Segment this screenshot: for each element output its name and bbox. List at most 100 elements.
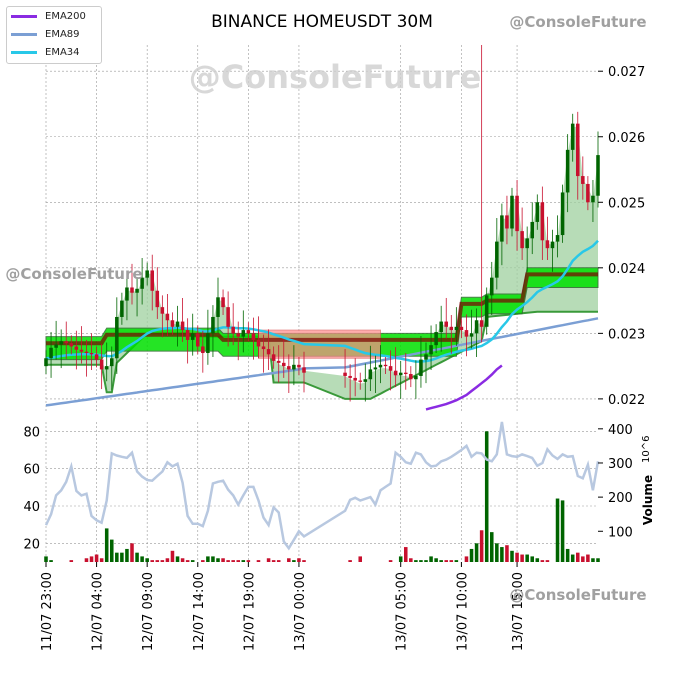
volume-axis: 20 40 60 80 100 200 300 400 (23, 423, 632, 553)
chart-title: BINANCE HOMEUSDT 30M (211, 12, 433, 32)
volume-bar (535, 558, 540, 562)
candle-body (195, 333, 200, 347)
volume-bar (398, 556, 403, 562)
volume-bar (69, 560, 74, 562)
candle-body (241, 330, 246, 337)
candle-body (155, 290, 160, 308)
volume-bar (454, 560, 459, 562)
candle-body (474, 320, 479, 334)
volume-bar (302, 560, 306, 562)
candle-body (287, 366, 291, 370)
volume-bar (434, 558, 438, 562)
candle-body (535, 202, 540, 222)
candle-body (59, 341, 63, 345)
volume-bar (135, 552, 139, 562)
candle-body (581, 176, 585, 184)
price-tick-label: 0.023 (608, 327, 645, 342)
candle-body (409, 373, 413, 380)
candle-body (449, 326, 454, 331)
volume-bar (348, 560, 352, 562)
volume-bar (586, 554, 590, 562)
candle-body (343, 372, 347, 376)
volume-tick-label-left: 80 (23, 425, 40, 440)
volume-bar (115, 552, 119, 562)
volume-bar (130, 543, 134, 562)
candle-body (79, 349, 84, 352)
candle-body (84, 351, 89, 354)
volume-ma-path (44, 421, 600, 551)
ema34-line (45, 239, 599, 363)
candle-body (570, 123, 575, 150)
volume-bar (211, 556, 215, 562)
candle-body (185, 330, 190, 340)
volume-bar (84, 558, 89, 562)
candle-body (358, 380, 363, 382)
volume-bar (175, 556, 180, 562)
candle-body (292, 364, 296, 370)
candle-body (120, 300, 124, 317)
volume-bar (185, 560, 190, 562)
candle-body (115, 316, 119, 359)
legend-item-ema89: EMA89 (11, 28, 80, 42)
volume-bar (489, 532, 494, 562)
volume-bar (226, 560, 230, 562)
volume-bar (231, 560, 235, 562)
candle-body (444, 321, 449, 327)
candle-body (388, 366, 393, 371)
volume-tick-label-left: 60 (23, 463, 40, 478)
volume-bar (241, 560, 246, 562)
candle-body (545, 240, 550, 249)
candle-body (104, 366, 109, 370)
volume-tick-label-left: 40 (23, 500, 40, 515)
candle-body (206, 333, 210, 354)
candle-body (530, 221, 535, 239)
watermark-top-right: @ConsoleFuture (509, 13, 646, 31)
candle-body (54, 344, 58, 348)
volume-bar (236, 560, 241, 562)
volume-tick-label-right: 200 (608, 491, 633, 506)
volume-ma-line (44, 421, 600, 551)
volume-bar (515, 552, 519, 562)
price-tick-label: 0.027 (608, 65, 645, 80)
candle-body (560, 192, 565, 236)
candle-body (216, 297, 220, 317)
candle-body (454, 326, 459, 331)
candle-body (510, 195, 514, 229)
price-axis: 0.022 0.023 0.024 0.025 0.026 0.027 (598, 65, 645, 408)
volume-tick-label-right: 300 (608, 457, 633, 472)
volume-bar (155, 560, 160, 562)
volume-bar (297, 558, 301, 562)
volume-bar (358, 556, 363, 562)
volume-bar (49, 560, 53, 562)
volume-bar (140, 556, 144, 562)
volume-bar (581, 556, 585, 562)
volume-bar (160, 560, 165, 562)
candle-body (190, 333, 195, 340)
time-tick-label: 12/07 19:00 (242, 572, 257, 651)
time-tick-label: 12/07 04:00 (91, 572, 106, 651)
price-tick-label: 0.024 (608, 262, 645, 277)
candle-body (74, 346, 79, 350)
volume-bar (495, 543, 499, 562)
volume-bar (555, 498, 560, 562)
candle-body (591, 195, 595, 203)
legend-swatch (11, 32, 37, 36)
time-tick-label: 13/07 15:00 (511, 572, 526, 651)
candle-body (489, 277, 494, 296)
candle-body (383, 364, 388, 367)
volume-bar (120, 552, 124, 562)
volume-bar (292, 560, 296, 562)
candle-body (439, 321, 443, 333)
time-tick-label: 12/07 14:00 (192, 572, 207, 651)
candle-body (469, 333, 474, 337)
volume-bar (565, 548, 570, 562)
volume-axis-label: Volume (641, 475, 655, 525)
legend-label: EMA89 (45, 29, 80, 40)
candle-body (251, 333, 256, 340)
candle-body (94, 354, 99, 360)
candle-body (353, 377, 357, 381)
volume-bar (520, 554, 524, 562)
candle-body (550, 241, 555, 249)
volume-bar (256, 560, 261, 562)
candle-body (393, 370, 398, 376)
